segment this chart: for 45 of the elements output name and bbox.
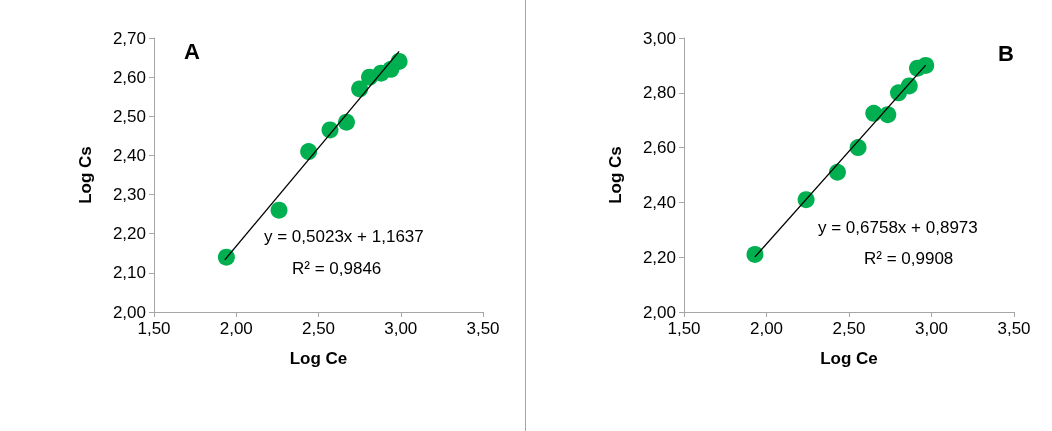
annotation: y = 0,5023x + 1,1637 [264, 227, 424, 246]
annotation: R² = 0,9908 [864, 249, 954, 268]
y-tick-label: 2,80 [642, 83, 676, 103]
point [879, 106, 897, 124]
y-tick-label: 2,60 [642, 138, 676, 158]
y-tick-label: 2,10 [112, 263, 146, 283]
y-tick-label: 2,20 [642, 247, 676, 267]
x-tick-label: 2,50 [832, 319, 866, 338]
x-tick-label: 1,50 [667, 319, 701, 338]
annotation: y = 0,6758x + 0,8973 [818, 218, 978, 237]
x-axis-title: Log Ce [820, 349, 878, 368]
y-tick-label: 2,50 [112, 106, 146, 126]
point [917, 56, 935, 74]
x-tick-label: 1,50 [137, 319, 171, 338]
point [270, 201, 288, 219]
x-axis-title: Log Ce [289, 349, 348, 368]
y-tick-label: 2,30 [112, 185, 146, 205]
y-tick-label: 2,40 [642, 192, 676, 212]
y-axis-title: Log Cs [76, 146, 95, 204]
annotation: B [998, 40, 1014, 66]
point [828, 163, 846, 181]
x-tick-label: 3,00 [914, 319, 949, 338]
y-tick-label: 3,00 [642, 28, 676, 48]
x-tick-label: 3,50 [997, 319, 1031, 338]
y-tick-label: 2,70 [112, 28, 146, 48]
x-tick-label: 2,00 [219, 319, 253, 338]
x-tick-label: 3,00 [384, 319, 418, 338]
y-tick-label: 2,20 [112, 224, 146, 244]
point [797, 191, 815, 209]
point [849, 139, 867, 157]
x-tick-label: 3,50 [466, 319, 500, 338]
point [746, 245, 764, 263]
annotation: R² = 0,9846 [292, 259, 382, 278]
x-tick-label: 2,50 [301, 319, 336, 338]
y-tick-label: 2,00 [642, 302, 676, 322]
y-tick-label: 2,00 [112, 302, 146, 322]
point [337, 113, 355, 131]
y-axis-title: Log Cs [606, 146, 625, 204]
point [217, 248, 235, 266]
y-tick-label: 2,60 [112, 67, 146, 87]
annotation: A [184, 38, 200, 64]
point [390, 52, 408, 70]
x-tick-label: 2,00 [749, 319, 784, 338]
point [300, 143, 318, 161]
y-tick-label: 2,40 [112, 145, 146, 165]
